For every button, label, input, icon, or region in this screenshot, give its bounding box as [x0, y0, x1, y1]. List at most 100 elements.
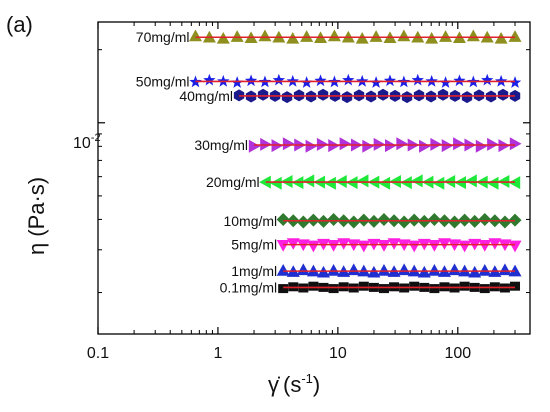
data-point [317, 88, 329, 101]
data-point [276, 264, 290, 276]
panel-label: (a) [6, 12, 33, 37]
data-point [203, 73, 216, 86]
series-label: 30mg/ml [194, 137, 248, 153]
data-point [411, 73, 424, 86]
series-label: 10mg/ml [223, 213, 277, 229]
data-point [300, 30, 314, 42]
data-point [356, 174, 369, 188]
data-point [369, 30, 383, 42]
series-5mg-ml: 5mg/ml [231, 237, 522, 253]
data-point [327, 213, 341, 227]
series-label: 1mg/ml [231, 263, 277, 279]
series-label: 0.1mg/ml [220, 279, 278, 295]
data-point [296, 215, 310, 229]
data-point [475, 139, 488, 153]
data-point [188, 29, 202, 42]
data-point [448, 215, 462, 229]
x-tick-label: 100 [444, 345, 471, 362]
series-label: 5mg/ml [231, 237, 277, 253]
axis-ticks: 0.1 1 10 100 [87, 22, 531, 362]
data-point [377, 88, 389, 101]
data-point [278, 284, 289, 294]
data-point [377, 264, 391, 276]
series-70mg-ml: 70mg/ml [136, 29, 522, 45]
data-point [401, 91, 413, 104]
data-point [347, 215, 361, 229]
data-point [259, 175, 271, 189]
data-point [498, 215, 512, 229]
data-point [465, 174, 477, 188]
data-point [276, 240, 290, 252]
data-point [305, 139, 318, 153]
data-point [306, 240, 320, 253]
series-40mg-ml: 40mg/ml [179, 88, 521, 104]
x-tick-label: 10 [329, 345, 347, 362]
x-tick-label: 1 [213, 345, 222, 362]
data-point [453, 137, 465, 151]
data-point [461, 91, 473, 104]
data-point [479, 284, 490, 294]
series-label: 40mg/ml [179, 88, 233, 104]
data-point [481, 73, 494, 86]
data-point [429, 284, 440, 294]
data-point [410, 174, 423, 188]
data-point [478, 240, 492, 252]
series-30mg-ml: 30mg/ml [194, 137, 522, 153]
series-label: 70mg/ml [136, 29, 190, 45]
data-point [339, 137, 352, 151]
x-tick-label: 0.1 [87, 345, 109, 362]
data-point [302, 174, 315, 188]
data-point [453, 74, 466, 87]
data-point [409, 281, 420, 291]
data-point [397, 29, 411, 42]
data-point [314, 74, 327, 87]
data-point [342, 73, 355, 86]
series-50mg-ml: 50mg/ml [136, 73, 522, 89]
series-label: 50mg/ml [136, 73, 190, 89]
data-point [498, 263, 512, 276]
data-point [377, 213, 391, 227]
data-point [508, 240, 522, 253]
data-point [276, 213, 290, 227]
x-axis-title: γ̇ (s-1) [268, 371, 320, 397]
data-point [230, 30, 244, 42]
data-point [407, 240, 421, 253]
data-point [248, 139, 261, 153]
data-point [478, 264, 492, 276]
data-point [362, 139, 375, 153]
data-point [327, 240, 341, 252]
data-point [341, 91, 353, 104]
y-axis-title: η(Pa·s) [24, 177, 49, 255]
data-point [497, 88, 509, 101]
y-tick-label-0.01: 10-2 [73, 132, 101, 152]
series-20mg-ml: 20mg/ml [206, 174, 521, 190]
data-point [396, 137, 409, 151]
data-point [378, 176, 391, 190]
data-point [327, 29, 341, 42]
data-point [486, 176, 499, 190]
series-10mg-ml: 10mg/ml [223, 213, 522, 229]
data-point [257, 88, 269, 101]
data-point [328, 284, 339, 294]
data-point [508, 30, 522, 42]
data-point [282, 137, 295, 151]
data-point [458, 240, 472, 253]
data-point [397, 215, 411, 229]
data-point [272, 73, 286, 86]
data-point [427, 240, 441, 252]
data-point [383, 74, 397, 87]
data-point [466, 29, 480, 42]
data-point [419, 139, 431, 153]
data-point [377, 240, 391, 252]
series-0.1mg-ml: 0.1mg/ml [220, 279, 521, 295]
data-point [296, 263, 310, 276]
data-point [432, 176, 445, 190]
data-point [327, 264, 341, 276]
data-point [281, 91, 293, 104]
data-point [378, 284, 389, 294]
data-point [427, 264, 441, 276]
data-point [358, 281, 369, 291]
data-point [357, 240, 371, 253]
